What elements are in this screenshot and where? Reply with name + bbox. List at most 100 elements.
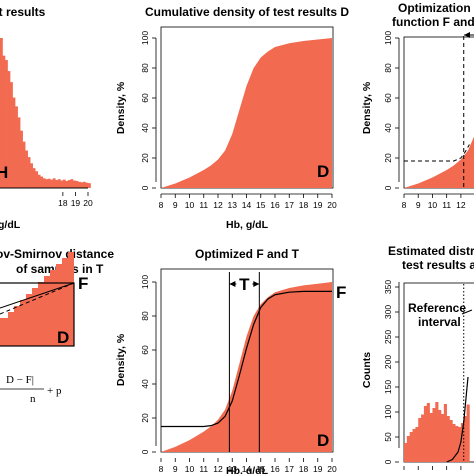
panel3-x-tick-label: 8 [402, 200, 407, 210]
panel6-bar [415, 427, 419, 462]
panel5-interval-label-bg [236, 276, 253, 292]
panel4-dashed-line [0, 282, 75, 315]
panel5-interval-label: T [239, 275, 250, 294]
panel4-diagonal [0, 282, 75, 309]
panel6-subtitle: test results ar [402, 258, 474, 272]
panel2-x-tick-label: 11 [199, 200, 208, 210]
panel1-bar [72, 180, 76, 188]
panel6-x-tick-label: 11 [442, 472, 451, 474]
panel5-y-label: Density, % [115, 333, 127, 386]
panel2-y-ticks: 0 20 40 60 80 100 [140, 31, 156, 190]
panel3-y-tick-label: 60 [383, 93, 393, 103]
panel2-y-label: Density, % [115, 81, 127, 134]
panel1-bar [22, 141, 26, 188]
panel1-bar [50, 179, 54, 188]
panel-optimization: Optimization o function F and 8 9 10 11 12 0… [361, 1, 474, 210]
panel3-density-area [404, 136, 474, 188]
panel3-x-tick-label: 10 [428, 200, 438, 210]
panel2-density-area [161, 38, 332, 188]
panel3-y-tick-label: 80 [383, 63, 393, 73]
panel2-x-tick-label: 13 [228, 200, 238, 210]
panel1-bar [30, 163, 33, 188]
panel2-x-tick-label: 8 [159, 200, 164, 210]
panel5-curve-label: F [336, 283, 346, 302]
panel6-y-tick-label: 150 [383, 380, 393, 394]
panel1-bar [77, 181, 81, 188]
panel3-x-tick-label: 9 [416, 200, 421, 210]
panel1-x-ticks: 18 19 20 [58, 192, 93, 208]
panel1-bar [70, 179, 74, 188]
panel2-x-label: Hb, g/dL [226, 219, 269, 231]
panel6-y-label: Counts [361, 352, 373, 388]
panel3-y-label: Density, % [361, 81, 373, 134]
panel1-bar [85, 182, 89, 188]
panel3-x-tick-label: 12 [456, 200, 466, 210]
panel2-x-tick-label: 12 [213, 200, 223, 210]
panel2-y-tick-label: 0 [140, 185, 150, 190]
panel1-bar [27, 157, 31, 188]
panel1-bar [12, 97, 16, 188]
panel6-bar [432, 408, 436, 462]
panel5-letter: D [317, 431, 329, 450]
panel1-bar [0, 38, 3, 188]
panel6-x-tick-label: 9 [416, 472, 421, 474]
panel1-bar [65, 180, 69, 188]
panel2-x-tick-label: 19 [313, 200, 323, 210]
panel6-y-tick-label: 200 [383, 355, 393, 369]
panel2-x-tick-label: 16 [270, 200, 280, 210]
panel2-x-tick-label: 10 [185, 200, 195, 210]
panel6-bar [460, 423, 465, 462]
panel6-y-tick-label: 0 [383, 459, 393, 464]
panel6-x-tick-label: 8 [402, 472, 407, 474]
panel6-bar [406, 436, 410, 462]
panel1-bar [35, 171, 39, 188]
panel6-y-tick-label: 100 [383, 405, 393, 419]
panel6-bar [466, 404, 470, 462]
panel1-bar [67, 180, 71, 188]
panel1-bar [42, 178, 46, 188]
panel1-bar [7, 71, 11, 188]
panel1-bar [45, 179, 49, 188]
panel3-x-ticks: 8 9 10 11 12 [402, 194, 466, 210]
panel6-bars [404, 402, 470, 462]
panel5-x-tick-label: 11 [199, 464, 208, 474]
panel1-x-tick-label: 18 [58, 198, 68, 208]
panel1-x-tick-label: 20 [83, 198, 93, 208]
panel2-y-tick-label: 100 [140, 31, 150, 45]
panel6-bar [438, 410, 442, 462]
panel3-y-tick-label: 40 [383, 123, 393, 133]
panel5-y-tick-label: 20 [140, 413, 150, 423]
panel6-y-tick-label: 300 [383, 305, 393, 319]
panel1-x-tick-label: 19 [71, 198, 81, 208]
panel4-frame [0, 282, 75, 347]
panel6-x-tick-label: 12 [456, 472, 466, 474]
panel2-y-tick-label: 40 [140, 123, 150, 133]
panel2-x-tick-label: 15 [256, 200, 266, 210]
panel1-bar [57, 179, 61, 188]
panel5-arrow-head-left [229, 281, 236, 287]
panel2-y-tick-label: 20 [140, 153, 150, 163]
panel6-y-tick-label: 50 [383, 432, 393, 442]
panel6-annotation-arrow [461, 309, 473, 315]
panel2-x-tick-label: 20 [327, 200, 337, 210]
panel1-bars [0, 38, 91, 188]
panel6-bar [423, 406, 428, 462]
panel2-y-tick-label: 80 [140, 63, 150, 73]
panel1-x-label: g/dL [0, 219, 21, 231]
panel6-y-tick-label: 350 [383, 280, 393, 294]
panel5-y-tick-label: 0 [140, 449, 150, 454]
panel1-bar [25, 150, 28, 188]
panel4-formula-suffix: + p [47, 385, 62, 397]
panel1-bar [40, 176, 44, 188]
panel-optimized-f-t: Optimized F and T T F 8 9 10 11 12 13 14 15 16 17… [115, 247, 346, 474]
panel6-bar [449, 420, 453, 462]
panel2-title: Cumulative density of test results D [145, 5, 349, 19]
panel5-x-tick-label: 12 [213, 464, 223, 474]
panel1-bar [10, 82, 13, 188]
panel1-bar [80, 182, 84, 188]
panel3-dashed-f-curve [404, 144, 470, 162]
panel6-bar [426, 403, 430, 462]
panel5-y-tick-label: 100 [140, 275, 150, 289]
panel5-x-tick-label: 8 [159, 464, 164, 474]
panel5-x-tick-label: 17 [285, 464, 295, 474]
